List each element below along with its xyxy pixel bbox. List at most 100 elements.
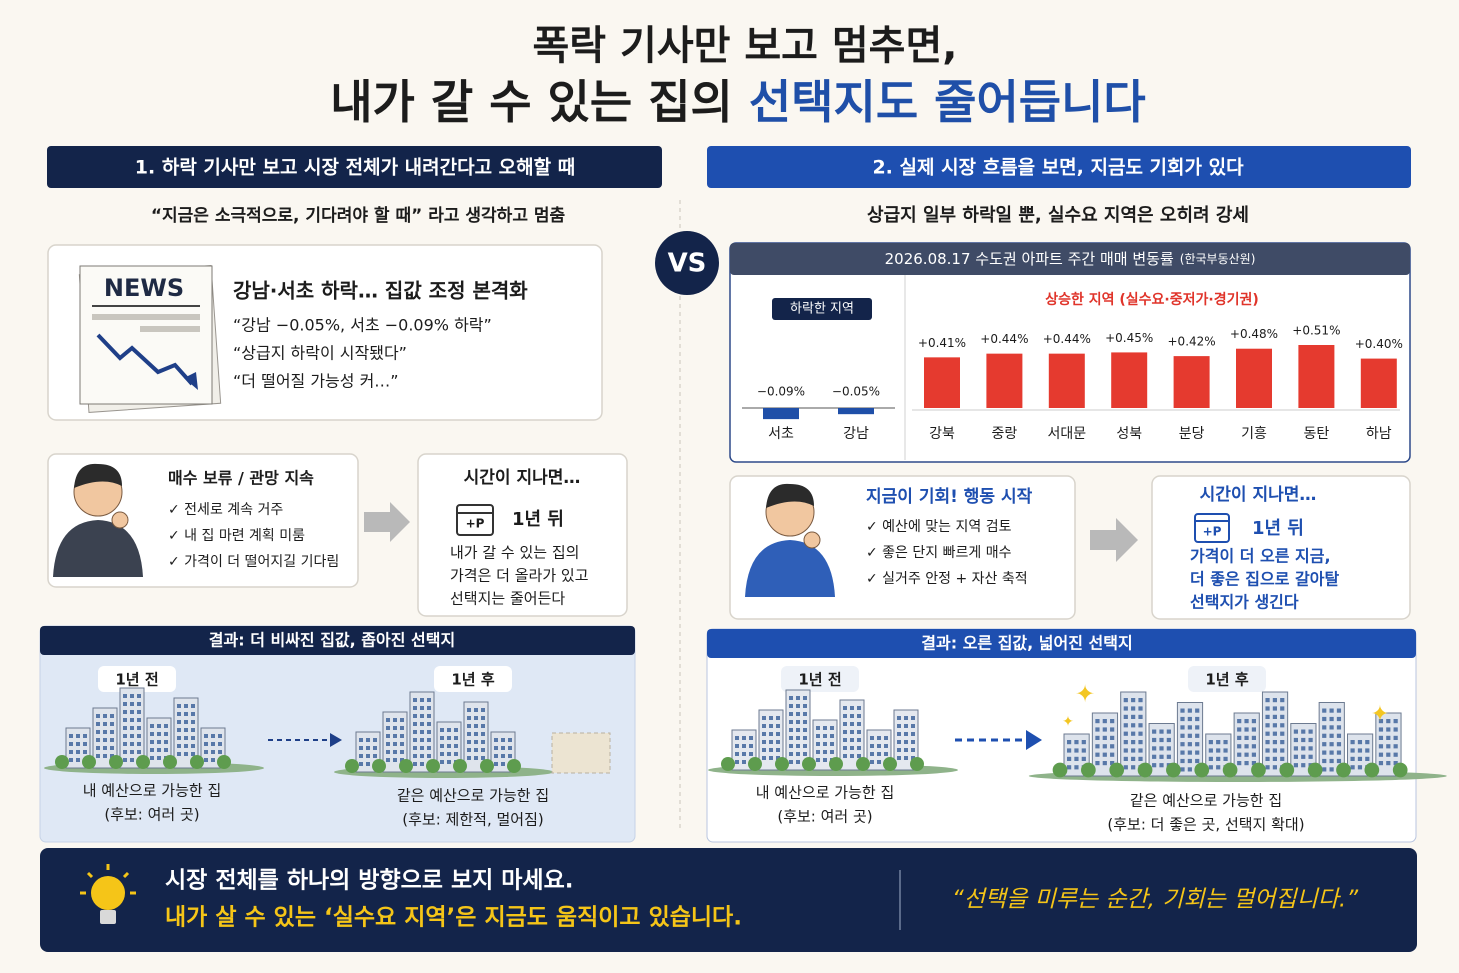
window: [76, 734, 80, 738]
window: [386, 742, 390, 746]
right-later-text: 가격이 더 오른 지금,: [1190, 547, 1331, 566]
window: [762, 740, 766, 744]
window: [843, 706, 847, 710]
window: [1067, 740, 1072, 745]
window: [1180, 758, 1185, 764]
window: [1195, 742, 1200, 747]
window: [789, 712, 793, 716]
window: [1301, 754, 1306, 759]
window: [1301, 729, 1306, 734]
window: [211, 742, 215, 746]
window: [850, 730, 854, 734]
chart-source: (한국부동산원): [1180, 252, 1256, 266]
window: [1208, 765, 1213, 770]
window: [1393, 761, 1398, 766]
window: [1187, 742, 1192, 747]
window: [137, 694, 141, 698]
window: [1336, 716, 1342, 722]
window: [1329, 733, 1334, 738]
left-subtitle: “지금은 소극적으로, 기다려야 할 때” 라고 생각하고 멈춤: [151, 206, 566, 226]
window: [1131, 731, 1136, 736]
bar: [1298, 345, 1335, 408]
window: [1350, 765, 1355, 770]
window: [843, 730, 847, 734]
window: [1180, 725, 1185, 730]
window: [762, 748, 766, 752]
window: [494, 762, 498, 766]
window: [137, 718, 141, 722]
window: [386, 718, 390, 722]
window: [1159, 729, 1164, 734]
tree: [856, 757, 870, 771]
window: [1322, 716, 1327, 722]
window: [850, 754, 854, 758]
window: [1067, 748, 1072, 753]
window: [789, 760, 793, 764]
window: [474, 756, 478, 760]
window: [823, 758, 827, 762]
window: [164, 748, 168, 752]
window: [110, 722, 114, 726]
window: [481, 748, 485, 752]
window: [904, 748, 908, 752]
window: [420, 730, 424, 734]
ray: [122, 871, 130, 879]
window: [359, 738, 363, 742]
value-label: +0.51%: [1292, 324, 1340, 338]
category-label: 서대문: [1047, 426, 1086, 442]
window: [1357, 748, 1363, 753]
window: [843, 738, 847, 742]
caption: 같은 예산으로 가능한 집: [397, 787, 549, 805]
tree: [82, 755, 96, 769]
window: [103, 730, 107, 734]
window: [1301, 737, 1306, 743]
window: [1223, 748, 1228, 753]
window: [427, 722, 431, 726]
left-action-item: ✓ 내 집 마련 계획 미룸: [168, 528, 305, 544]
window: [393, 726, 397, 730]
tree: [55, 755, 69, 769]
window: [1301, 746, 1306, 751]
window: [400, 734, 404, 738]
window: [420, 706, 424, 710]
window: [1187, 767, 1192, 772]
window: [1131, 765, 1136, 770]
window: [1237, 735, 1242, 740]
window: [1110, 735, 1115, 740]
window: [1272, 698, 1277, 703]
right-before: 1년 전: [798, 671, 841, 689]
window: [137, 734, 141, 738]
window: [830, 734, 834, 738]
window: [177, 744, 181, 748]
window: [1195, 708, 1200, 713]
window: [400, 718, 404, 722]
window: [150, 756, 154, 760]
window: [789, 736, 793, 740]
window: [1216, 756, 1221, 761]
window: [789, 704, 793, 708]
tree: [1222, 762, 1238, 778]
window: [218, 734, 222, 738]
window: [177, 704, 181, 708]
window: [1237, 744, 1242, 749]
window: [1386, 761, 1391, 766]
window: [508, 754, 512, 758]
window: [211, 750, 215, 754]
window: [1180, 767, 1185, 772]
right-action-title: 지금이 기회! 행동 시작: [866, 487, 1033, 507]
window: [137, 742, 141, 746]
window: [870, 760, 874, 764]
window: [110, 754, 114, 758]
window: [789, 728, 793, 732]
window: [1251, 727, 1256, 732]
value-label: +0.44%: [1043, 332, 1091, 346]
window: [1138, 748, 1143, 753]
value-label: +0.42%: [1168, 335, 1216, 349]
window: [1329, 725, 1334, 730]
window: [373, 738, 377, 742]
hand: [111, 511, 129, 529]
news-quote: “상급지 하락이 시작됐다”: [233, 344, 407, 363]
window: [474, 740, 478, 744]
tree: [1194, 762, 1210, 778]
